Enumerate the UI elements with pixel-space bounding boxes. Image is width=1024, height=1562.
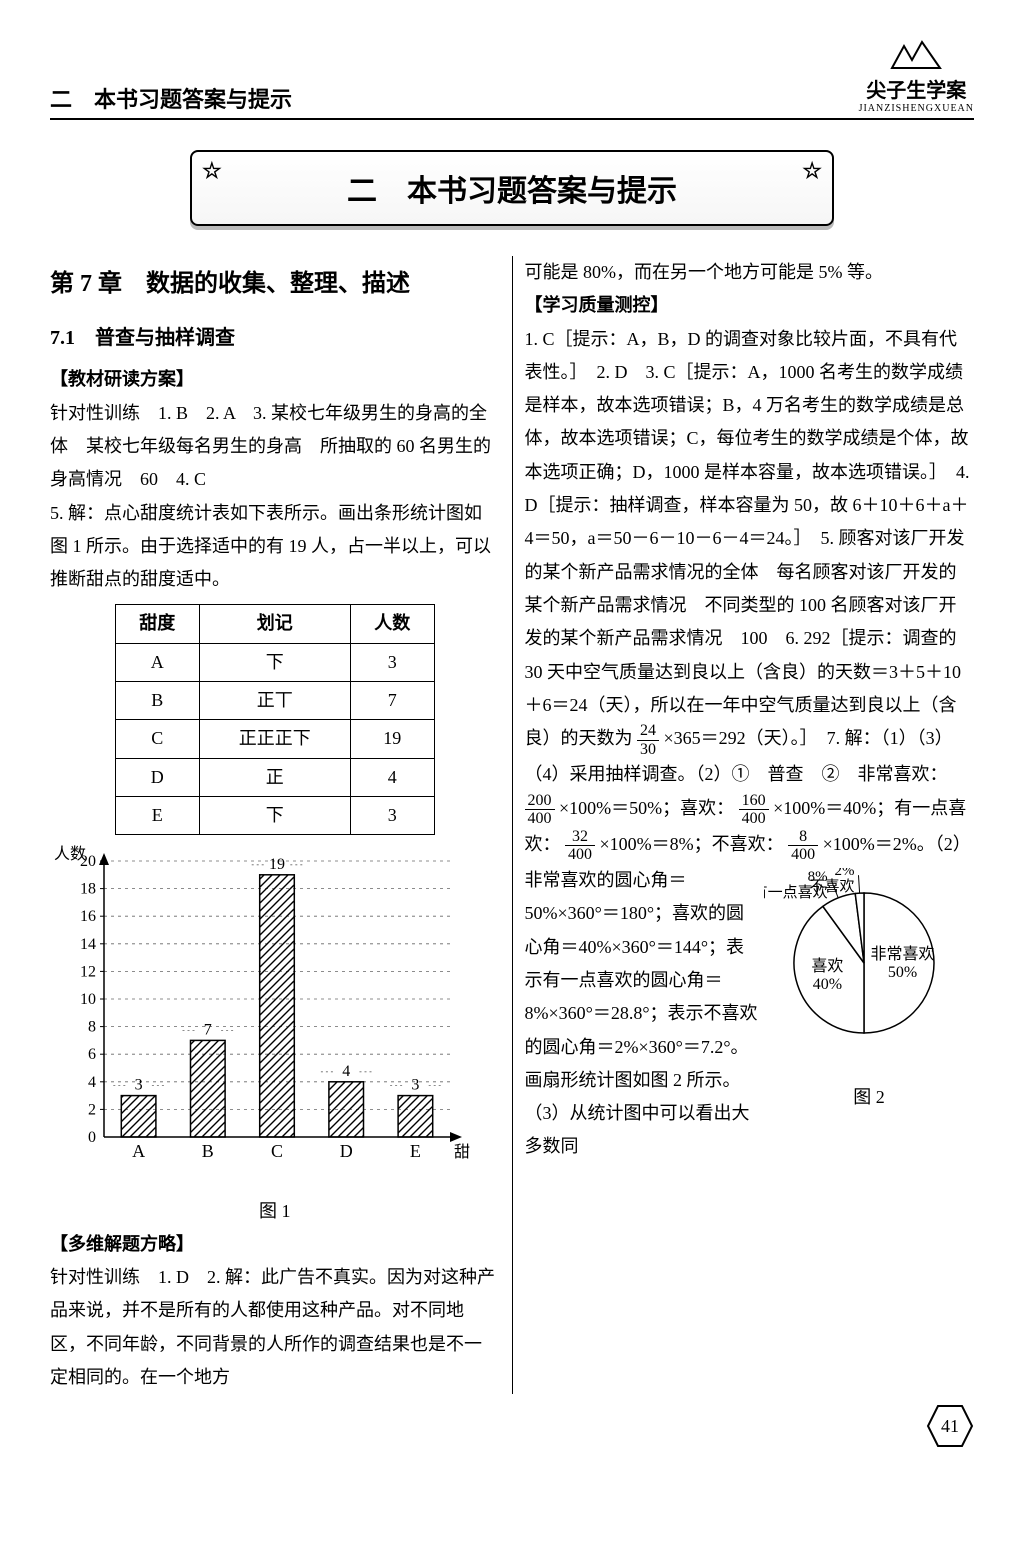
svg-text:8: 8: [88, 1019, 96, 1036]
header-left-text: 二 本书习题答案与提示: [50, 82, 292, 114]
pie-chart-svg: 非常喜欢50%喜欢40%有一点喜欢8%不喜欢2%: [764, 868, 974, 1068]
table-row: D正4: [115, 758, 434, 796]
bar-chart-svg: 02468101214161820人数3A7B19C4D3E甜度: [50, 841, 470, 1181]
fraction: 160400: [739, 792, 769, 828]
title-banner: ☆ 二 本书习题答案与提示 ☆: [190, 150, 834, 226]
page-header: 二 本书习题答案与提示 尖子生学案 JIANZISHENGXUEAN: [50, 40, 974, 120]
group-heading: 【多维解题方略】: [50, 1228, 500, 1261]
svg-text:18: 18: [80, 881, 96, 898]
svg-text:40%: 40%: [813, 976, 842, 993]
fraction: 200400: [525, 792, 555, 828]
right-column: 可能是 80%，而在另一个地方可能是 5% 等。 【学习质量测控】 1. C［提…: [513, 256, 975, 1394]
bar-chart: 02468101214161820人数3A7B19C4D3E甜度 图 1: [50, 841, 500, 1228]
svg-text:2%: 2%: [834, 868, 854, 879]
table-header-row: 甜度 划记 人数: [115, 605, 434, 643]
page-number-text: 41: [941, 1416, 959, 1436]
brand-sub: JIANZISHENGXUEAN: [859, 103, 974, 114]
brand-name: 尖子生学案: [859, 74, 974, 103]
table-row: B正丅7: [115, 682, 434, 720]
svg-text:D: D: [340, 1141, 353, 1161]
left-column: 第 7 章 数据的收集、整理、描述 7.1 普查与抽样调查 【教材研读方案】 针…: [50, 256, 513, 1394]
fraction: 2430: [637, 722, 659, 758]
svg-text:B: B: [202, 1141, 214, 1161]
svg-text:3: 3: [135, 1077, 143, 1094]
banner-text: 二 本书习题答案与提示: [347, 175, 677, 208]
group-heading: 【教材研读方案】: [50, 363, 500, 396]
body-text: 5. 解：点心甜度统计表如下表所示。画出条形统计图如图 1 所示。由于选择适中的…: [50, 497, 500, 597]
table-header: 人数: [350, 605, 434, 643]
body-text: 1. C［提示：A，B，D 的调查对象比较片面，不具有代表性。］ 2. D 3.…: [525, 323, 975, 1164]
table-row: E下3: [115, 796, 434, 834]
mountain-icon: [888, 40, 944, 70]
table-header: 甜度: [115, 605, 199, 643]
text-run: ×100%＝8%；不喜欢：: [600, 834, 784, 854]
svg-text:甜度: 甜度: [454, 1143, 470, 1161]
chapter-title: 第 7 章 数据的收集、整理、描述: [50, 262, 500, 306]
figure-caption: 图 2: [764, 1081, 974, 1114]
svg-text:50%: 50%: [888, 964, 917, 981]
svg-text:10: 10: [80, 991, 96, 1008]
pie-chart: 非常喜欢50%喜欢40%有一点喜欢8%不喜欢2% 图 2: [764, 868, 974, 1115]
svg-text:6: 6: [88, 1046, 96, 1063]
svg-text:E: E: [410, 1141, 421, 1161]
svg-text:7: 7: [204, 1022, 212, 1039]
body-text: 针对性训练 1. D 2. 解：此广告不真实。因为对这种产品来说，并不是所有的人…: [50, 1261, 500, 1394]
svg-text:0: 0: [88, 1129, 96, 1146]
table-row: C正正正下19: [115, 720, 434, 758]
hexagon-icon: 41: [926, 1404, 974, 1448]
text-run: ×100%＝50%；喜欢：: [559, 798, 734, 818]
svg-text:不喜欢: 不喜欢: [809, 878, 854, 895]
fraction: 32400: [565, 828, 595, 864]
star-icon: ☆: [202, 158, 222, 184]
svg-text:喜欢: 喜欢: [811, 957, 843, 975]
fraction: 8400: [788, 828, 818, 864]
table-row: A下3: [115, 643, 434, 681]
svg-text:4: 4: [88, 1074, 96, 1091]
svg-text:12: 12: [80, 964, 96, 981]
figure-caption: 图 1: [50, 1195, 500, 1228]
text-run: 1. C［提示：A，B，D 的调查对象比较片面，不具有代表性。］ 2. D 3.…: [525, 329, 970, 749]
svg-text:非常喜欢: 非常喜欢: [870, 945, 934, 963]
svg-text:19: 19: [269, 856, 285, 873]
group-heading: 【学习质量测控】: [525, 289, 975, 322]
svg-text:A: A: [132, 1141, 145, 1161]
svg-text:C: C: [271, 1141, 283, 1161]
section-title: 7.1 普查与抽样调查: [50, 320, 500, 357]
svg-text:14: 14: [80, 936, 96, 953]
body-text: 针对性训练 1. B 2. A 3. 某校七年级男生的身高的全体 某校七年级每名…: [50, 397, 500, 497]
page-number: 41: [926, 1404, 974, 1453]
table-header: 划记: [199, 605, 350, 643]
svg-text:人数: 人数: [54, 845, 86, 863]
brand-logo: 尖子生学案 JIANZISHENGXUEAN: [859, 40, 974, 114]
sweetness-table: 甜度 划记 人数 A下3 B正丅7 C正正正下19 D正4 E下3: [115, 604, 435, 835]
star-icon: ☆: [802, 158, 822, 184]
body-text: 可能是 80%，而在另一个地方可能是 5% 等。: [525, 256, 975, 289]
svg-text:4: 4: [342, 1063, 350, 1080]
svg-text:2: 2: [88, 1102, 96, 1119]
svg-text:16: 16: [80, 908, 96, 925]
svg-text:3: 3: [411, 1077, 419, 1094]
